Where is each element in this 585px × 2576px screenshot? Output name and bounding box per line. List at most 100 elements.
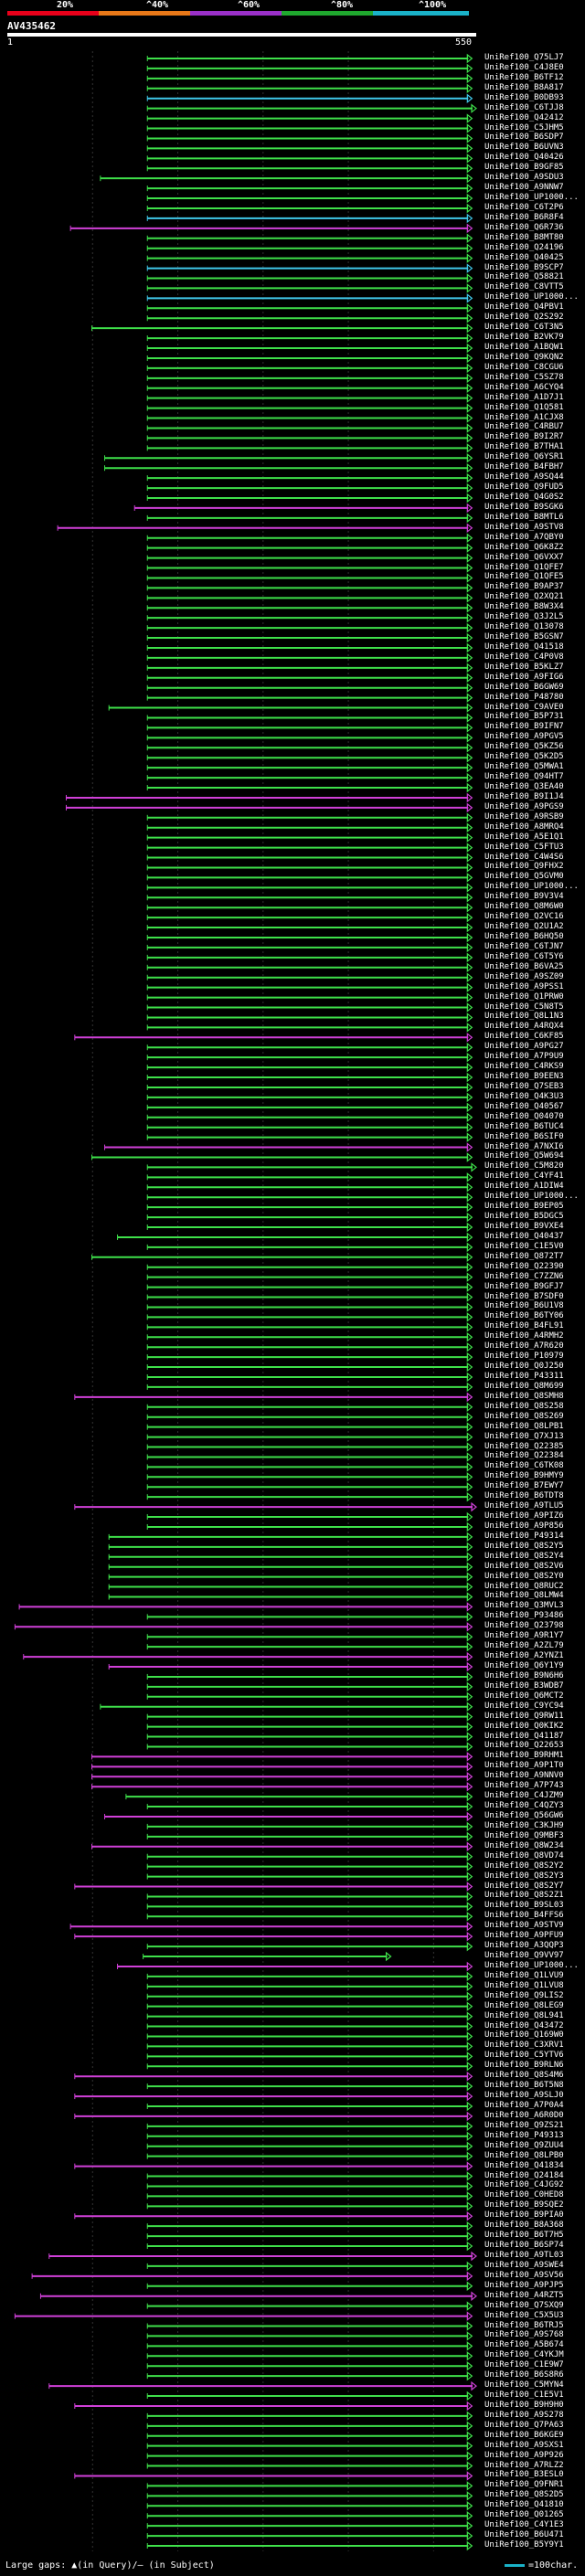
hit-label[interactable]: UniRef100_A9PIZ6: [484, 1511, 564, 1521]
hit-label[interactable]: UniRef100_A7R620: [484, 1341, 564, 1352]
hit-label[interactable]: UniRef100_B4FL91: [484, 1321, 564, 1331]
hit-label[interactable]: UniRef100_B6S8R6: [484, 2370, 564, 2380]
hit-label[interactable]: UniRef100_A9PGS9: [484, 801, 564, 811]
hit-label[interactable]: UniRef100_A9PSS1: [484, 981, 564, 991]
hit-label[interactable]: UniRef100_B9HMY9: [484, 1471, 564, 1481]
hit-label[interactable]: UniRef100_Q6K8Z2: [484, 542, 564, 552]
hit-label[interactable]: UniRef100_Q2U1A2: [484, 922, 564, 932]
hit-label[interactable]: UniRef100_Q56GW6: [484, 1810, 564, 1820]
hit-label[interactable]: UniRef100_Q9KQN2: [484, 352, 564, 362]
hit-label[interactable]: UniRef100_C5M820: [484, 1161, 564, 1171]
hit-label[interactable]: UniRef100_Q8LPB0: [484, 2150, 564, 2160]
hit-label[interactable]: UniRef100_Q5GVM0: [484, 872, 564, 882]
hit-label[interactable]: UniRef100_Q9FNR1: [484, 2480, 564, 2490]
hit-label[interactable]: UniRef100_A9RSB9: [484, 811, 564, 822]
hit-label[interactable]: UniRef100_Q1QFE7: [484, 562, 564, 572]
hit-label[interactable]: UniRef100_B9N6H6: [484, 1670, 564, 1680]
hit-label[interactable]: UniRef100_Q9FHX2: [484, 862, 564, 872]
hit-label[interactable]: UniRef100_Q6MCT2: [484, 1691, 564, 1701]
hit-label[interactable]: UniRef100_Q9ZUU4: [484, 2140, 564, 2150]
hit-label[interactable]: UniRef100_A3QQP3: [484, 1941, 564, 1951]
hit-label[interactable]: UniRef100_B9I2R7: [484, 432, 564, 442]
hit-label[interactable]: UniRef100_A1D7J1: [484, 392, 564, 402]
hit-label[interactable]: UniRef100_Q8S2Y4: [484, 1551, 564, 1561]
hit-label[interactable]: UniRef100_C6T5Y6: [484, 951, 564, 961]
hit-label[interactable]: UniRef100_B4FBH7: [484, 462, 564, 472]
hit-label[interactable]: UniRef100_A9P1T0: [484, 1761, 564, 1771]
hit-label[interactable]: UniRef100_A9S768: [484, 2330, 564, 2340]
hit-label[interactable]: UniRef100_Q23798: [484, 1621, 564, 1631]
hit-label[interactable]: UniRef100_Q1PRW0: [484, 991, 564, 1002]
hit-label[interactable]: UniRef100_C4YF41: [484, 1171, 564, 1182]
hit-label[interactable]: UniRef100_B6KGE9: [484, 2430, 564, 2440]
hit-label[interactable]: UniRef100_C6TJJ8: [484, 102, 564, 112]
hit-label[interactable]: UniRef100_B6GW69: [484, 682, 564, 692]
hit-label[interactable]: UniRef100_Q5KZ56: [484, 742, 564, 752]
hit-label[interactable]: UniRef100_A8MRQ4: [484, 822, 564, 832]
hit-label[interactable]: UniRef100_C5YTV6: [484, 2051, 564, 2061]
hit-label[interactable]: UniRef100_Q8M6W0: [484, 902, 564, 912]
hit-label[interactable]: UniRef100_B7THA1: [484, 442, 564, 452]
hit-label[interactable]: UniRef100_B9EP05: [484, 1202, 564, 1212]
hit-label[interactable]: UniRef100_A9NNV0: [484, 1771, 564, 1781]
hit-label[interactable]: UniRef100_P49313: [484, 2130, 564, 2140]
hit-label[interactable]: UniRef100_B4FFS6: [484, 1911, 564, 1921]
hit-label[interactable]: UniRef100_B9RHM1: [484, 1751, 564, 1761]
hit-label[interactable]: UniRef100_B6TUC4: [484, 1121, 564, 1131]
hit-label[interactable]: UniRef100_Q4K3U3: [484, 1091, 564, 1101]
hit-label[interactable]: UniRef100_A9SQ44: [484, 472, 564, 482]
hit-label[interactable]: UniRef100_Q40426: [484, 153, 564, 163]
hit-label[interactable]: UniRef100_UP1000...: [484, 1960, 579, 1970]
hit-label[interactable]: UniRef100_P49314: [484, 1531, 564, 1541]
hit-label[interactable]: UniRef100_A9PG27: [484, 1042, 564, 1052]
hit-label[interactable]: UniRef100_Q94HT7: [484, 772, 564, 782]
hit-label[interactable]: UniRef100_Q9LIS2: [484, 1990, 564, 2000]
hit-label[interactable]: UniRef100_C6T2P6: [484, 202, 564, 212]
hit-label[interactable]: UniRef100_B9GFJ7: [484, 1281, 564, 1291]
hit-label[interactable]: UniRef100_Q41834: [484, 2160, 564, 2170]
hit-label[interactable]: UniRef100_A9PFU9: [484, 1931, 564, 1941]
hit-label[interactable]: UniRef100_P93486: [484, 1611, 564, 1621]
hit-label[interactable]: UniRef100_A9SDU3: [484, 173, 564, 183]
hit-label[interactable]: UniRef100_Q2S292: [484, 313, 564, 323]
hit-label[interactable]: UniRef100_Q8S258: [484, 1401, 564, 1411]
hit-label[interactable]: UniRef100_C4Y1E3: [484, 2520, 564, 2530]
hit-label[interactable]: UniRef100_UP1000...: [484, 292, 579, 302]
hit-label[interactable]: UniRef100_A5E1Q1: [484, 832, 564, 842]
hit-label[interactable]: UniRef100_B6T5N8: [484, 2081, 564, 2091]
hit-label[interactable]: UniRef100_Q8M699: [484, 1381, 564, 1391]
hit-label[interactable]: UniRef100_Q8RUC2: [484, 1581, 564, 1591]
hit-label[interactable]: UniRef100_C7ZZN6: [484, 1271, 564, 1281]
hit-label[interactable]: UniRef100_Q58821: [484, 272, 564, 282]
hit-label[interactable]: UniRef100_Q8S2Y0: [484, 1571, 564, 1581]
hit-label[interactable]: UniRef100_C3XRV1: [484, 2041, 564, 2051]
hit-label[interactable]: UniRef100_Q22653: [484, 1741, 564, 1751]
hit-label[interactable]: UniRef100_Q8S269: [484, 1411, 564, 1421]
hit-label[interactable]: UniRef100_B0DB93: [484, 92, 564, 102]
hit-label[interactable]: UniRef100_C4QZY3: [484, 1801, 564, 1811]
hit-label[interactable]: UniRef100_Q41518: [484, 641, 564, 652]
hit-label[interactable]: UniRef100_B3WDB7: [484, 1680, 564, 1691]
hit-label[interactable]: UniRef100_B6UVN3: [484, 143, 564, 153]
hit-label[interactable]: UniRef100_Q43472: [484, 2020, 564, 2030]
hit-label[interactable]: UniRef100_Q6R736: [484, 222, 564, 232]
hit-label[interactable]: UniRef100_A4RMH2: [484, 1331, 564, 1341]
hit-label[interactable]: UniRef100_Q24184: [484, 2170, 564, 2180]
hit-label[interactable]: UniRef100_Q8LMW4: [484, 1591, 564, 1601]
hit-label[interactable]: UniRef100_A7P9U9: [484, 1052, 564, 1062]
hit-label[interactable]: UniRef100_B6TF12: [484, 72, 564, 82]
hit-label[interactable]: UniRef100_B6SDP7: [484, 133, 564, 143]
hit-label[interactable]: UniRef100_Q5W694: [484, 1151, 564, 1161]
hit-label[interactable]: UniRef100_B6TY06: [484, 1311, 564, 1321]
hit-label[interactable]: UniRef100_B7SDF0: [484, 1291, 564, 1301]
hit-label[interactable]: UniRef100_C3KJH9: [484, 1820, 564, 1830]
hit-label[interactable]: UniRef100_Q01265: [484, 2510, 564, 2520]
hit-label[interactable]: UniRef100_C5FTU3: [484, 842, 564, 852]
hit-label[interactable]: UniRef100_B8MT80: [484, 232, 564, 242]
hit-label[interactable]: UniRef100_B5Y9Y1: [484, 2540, 564, 2549]
hit-label[interactable]: UniRef100_Q4G0S2: [484, 492, 564, 502]
hit-label[interactable]: UniRef100_A2ZL79: [484, 1641, 564, 1651]
hit-label[interactable]: UniRef100_B8W3X4: [484, 602, 564, 612]
hit-label[interactable]: UniRef100_C9YC94: [484, 1701, 564, 1711]
hit-label[interactable]: UniRef100_Q3MVL3: [484, 1601, 564, 1611]
